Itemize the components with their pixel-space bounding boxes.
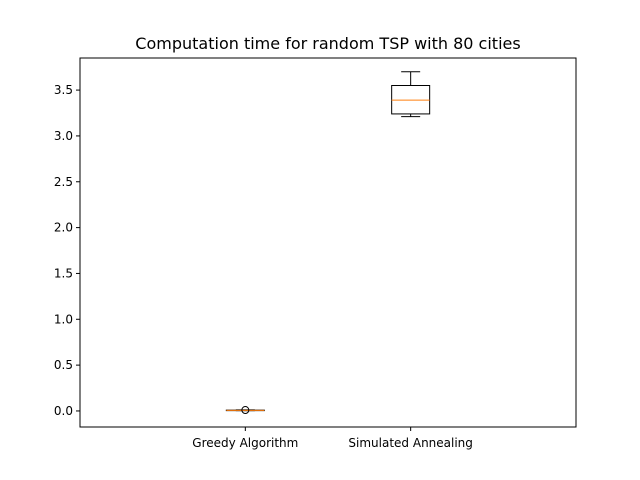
- y-tick-label: 0.5: [54, 358, 73, 372]
- y-tick-label: 2.0: [54, 221, 73, 235]
- y-tick-label: 3.0: [54, 129, 73, 143]
- x-axis: Greedy Algorithm Simulated Annealing: [192, 427, 473, 450]
- y-tick-label: 1.0: [54, 312, 73, 326]
- y-tick-label: 0.0: [54, 404, 73, 418]
- boxplot-1: [391, 71, 431, 118]
- y-axis: 0.0 0.5 1.0 1.5 2.0 2.5 3.0 3.5: [54, 83, 80, 418]
- plot-frame: [79, 57, 577, 428]
- y-tick-label: 3.5: [54, 83, 73, 97]
- plot-marks: [225, 71, 431, 415]
- chart-title: Computation time for random TSP with 80 …: [135, 34, 520, 53]
- boxplot-0: [225, 406, 265, 415]
- x-tick-label: Simulated Annealing: [348, 436, 473, 450]
- outlier-point: [241, 406, 250, 415]
- y-tick-label: 1.5: [54, 266, 73, 280]
- x-tick-label: Greedy Algorithm: [192, 436, 298, 450]
- y-tick-label: 2.5: [54, 175, 73, 189]
